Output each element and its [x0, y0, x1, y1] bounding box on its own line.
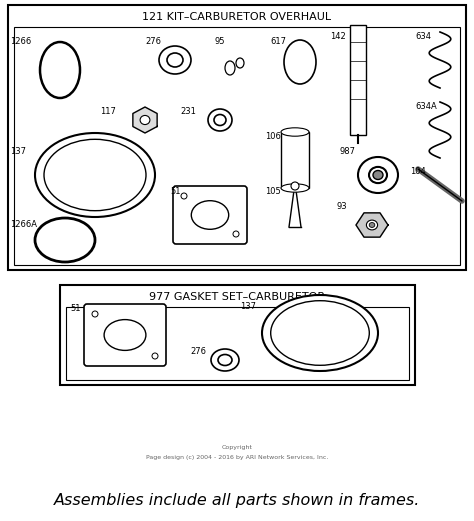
Ellipse shape — [167, 53, 183, 67]
Text: 142: 142 — [330, 32, 346, 41]
Text: 617: 617 — [270, 37, 286, 46]
Text: 1266: 1266 — [10, 37, 31, 46]
Ellipse shape — [281, 184, 309, 192]
Ellipse shape — [44, 139, 146, 210]
Text: 51: 51 — [70, 304, 81, 313]
Text: 634A: 634A — [415, 102, 437, 111]
Ellipse shape — [218, 354, 232, 366]
Text: 276: 276 — [145, 37, 161, 46]
Ellipse shape — [191, 201, 228, 229]
Ellipse shape — [369, 167, 387, 183]
Bar — [14, 27, 460, 265]
Text: 987: 987 — [340, 147, 356, 156]
FancyBboxPatch shape — [173, 186, 247, 244]
Ellipse shape — [208, 109, 232, 131]
Bar — [60, 285, 415, 385]
Ellipse shape — [225, 61, 235, 75]
Text: 276: 276 — [190, 347, 206, 356]
Ellipse shape — [35, 218, 95, 262]
Ellipse shape — [262, 295, 378, 371]
Bar — [281, 132, 309, 188]
Ellipse shape — [291, 182, 299, 190]
Bar — [8, 5, 466, 270]
Bar — [66, 307, 409, 380]
Text: 95: 95 — [215, 37, 226, 46]
Text: Copyright: Copyright — [221, 445, 253, 451]
Ellipse shape — [140, 116, 150, 125]
Text: 137: 137 — [240, 302, 256, 311]
Text: 51: 51 — [170, 187, 181, 196]
Ellipse shape — [373, 170, 383, 180]
Text: 93: 93 — [337, 202, 347, 211]
Ellipse shape — [152, 353, 158, 359]
Ellipse shape — [104, 319, 146, 351]
Text: Assemblies include all parts shown in frames.: Assemblies include all parts shown in fr… — [54, 492, 420, 507]
Ellipse shape — [358, 157, 398, 193]
Text: 106: 106 — [265, 132, 281, 141]
Polygon shape — [356, 213, 388, 237]
Text: 634: 634 — [415, 32, 431, 41]
Text: 117: 117 — [100, 107, 116, 116]
Ellipse shape — [92, 311, 98, 317]
Ellipse shape — [233, 231, 239, 237]
Text: 105: 105 — [265, 187, 281, 196]
Ellipse shape — [366, 220, 378, 230]
Text: 231: 231 — [180, 107, 196, 116]
Text: 137: 137 — [10, 147, 26, 156]
FancyBboxPatch shape — [84, 304, 166, 366]
Text: 1266A: 1266A — [10, 220, 37, 229]
Ellipse shape — [181, 193, 187, 199]
Ellipse shape — [159, 46, 191, 74]
Ellipse shape — [211, 349, 239, 371]
Text: 104: 104 — [410, 167, 426, 176]
Text: 121 KIT–CARBURETOR OVERHAUL: 121 KIT–CARBURETOR OVERHAUL — [143, 12, 331, 22]
Ellipse shape — [271, 301, 369, 365]
Ellipse shape — [281, 128, 309, 136]
Text: Page design (c) 2004 - 2016 by ARI Network Services, Inc.: Page design (c) 2004 - 2016 by ARI Netwo… — [146, 455, 328, 461]
Ellipse shape — [284, 40, 316, 84]
Ellipse shape — [214, 115, 226, 126]
Ellipse shape — [35, 133, 155, 217]
Bar — [350, 25, 366, 135]
Ellipse shape — [369, 222, 375, 228]
Text: 977 GASKET SET–CARBURETOR: 977 GASKET SET–CARBURETOR — [149, 292, 326, 302]
Ellipse shape — [40, 42, 80, 98]
Polygon shape — [133, 107, 157, 133]
Ellipse shape — [236, 58, 244, 68]
